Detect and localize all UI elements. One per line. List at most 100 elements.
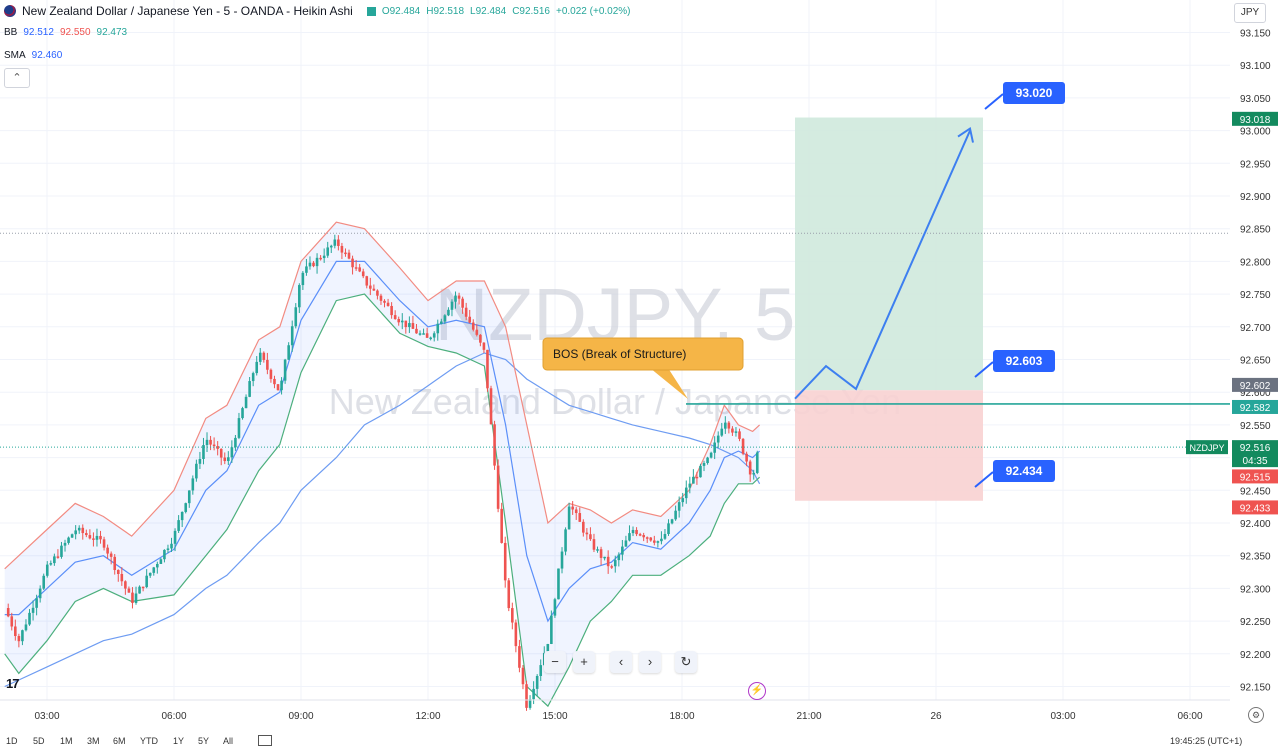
candle-body (230, 447, 234, 458)
range-all[interactable]: All (223, 736, 234, 746)
market-status-icon (366, 6, 376, 16)
range-3m[interactable]: 3M (87, 736, 100, 746)
range-1m[interactable]: 1M (60, 736, 73, 746)
range-5d[interactable]: 5D (33, 736, 45, 746)
bos-callout-box (542, 337, 744, 371)
range-ytd[interactable]: YTD (140, 736, 158, 746)
candle-body (138, 586, 141, 594)
price-tick-label: 92.950 (1240, 159, 1271, 170)
tp-tag-label: 93.018 (1240, 115, 1271, 126)
bb-label[interactable]: BB (4, 27, 18, 38)
zoom-in-button[interactable]: + (573, 651, 595, 673)
candle-body (141, 586, 145, 589)
candle-body (166, 548, 170, 550)
candle-body (131, 592, 134, 603)
currency-button[interactable]: JPY (1234, 3, 1266, 23)
candle-body (124, 581, 127, 589)
candle-body (752, 472, 756, 475)
zoom-out-button[interactable]: − (544, 651, 566, 673)
candle-body (482, 342, 486, 350)
price-tick-label: 92.800 (1240, 257, 1271, 268)
range-1d[interactable]: 1D (6, 736, 18, 746)
candle-body (464, 307, 468, 317)
candle-body (163, 549, 166, 560)
candle-body (202, 445, 205, 459)
range-1y[interactable]: 1Y (173, 736, 185, 746)
ohlc-low: L92.484 (470, 5, 507, 17)
candle-body (85, 533, 88, 536)
sma-label[interactable]: SMA (4, 50, 26, 61)
scroll-right-button[interactable]: › (639, 651, 661, 673)
scroll-left-button[interactable]: ‹ (610, 651, 632, 673)
candle-body (596, 549, 599, 551)
candle-body (613, 560, 617, 567)
candle-body (741, 438, 745, 454)
range-5y[interactable]: 5Y (198, 736, 210, 746)
candle-body (521, 667, 525, 685)
candle-body (227, 457, 230, 462)
candle-body (322, 255, 326, 259)
collapse-legend-button[interactable]: ⌃ (4, 68, 30, 88)
price-tick-label: 92.600 (1240, 388, 1271, 399)
candle-body (298, 285, 301, 308)
candle-body (290, 326, 294, 346)
bos-callout-label: BOS (Break of Structure) (553, 347, 686, 361)
price-tick-label: 93.100 (1240, 61, 1271, 72)
candle-body (312, 262, 315, 267)
candle-body (56, 556, 60, 558)
bb-upper-line (4, 221, 761, 570)
candle-body (269, 369, 273, 379)
candle-body (212, 444, 216, 447)
time-tick-label: 09:00 (288, 711, 313, 722)
candle-body (684, 487, 688, 499)
clock-readout[interactable]: 19:45:25 (UTC+1) (1170, 736, 1243, 746)
tradingview-logo[interactable]: 17 (6, 676, 20, 691)
stop-callout-box (993, 460, 1055, 482)
candle-body (408, 323, 411, 328)
reset-chart-button[interactable]: ↻ (675, 651, 697, 673)
candle-body (216, 446, 219, 449)
bb-lower-line (4, 293, 761, 708)
candle-body (177, 520, 180, 531)
candle-body (539, 665, 543, 676)
time-tick-label: 12:00 (415, 711, 440, 722)
time-tick-label: 03:00 (1050, 711, 1075, 722)
sl-tag-bg (1232, 500, 1278, 515)
arrow-head (957, 126, 974, 143)
ohlc-change: +0.022 (+0.02%) (556, 5, 631, 17)
loss-zone (795, 390, 983, 501)
calendar-icon[interactable] (258, 735, 272, 746)
entry-a-tag-bg (1232, 377, 1278, 392)
range-6m[interactable]: 6M (113, 736, 126, 746)
candle-body (31, 607, 35, 613)
target-callout-group: 93.020 (984, 82, 1065, 110)
candle-body (592, 539, 596, 550)
candle-body (500, 508, 503, 543)
candle-body (49, 563, 53, 565)
chart-title[interactable]: New Zealand Dollar / Japanese Yen - 5 - … (22, 4, 353, 18)
candle-body (461, 298, 464, 308)
candle-body (329, 245, 333, 248)
candle-body (436, 323, 440, 334)
candle-body (386, 302, 390, 306)
candle-body (443, 315, 447, 322)
candle-body (745, 453, 748, 462)
entry-b-tag-label: 92.582 (1240, 403, 1271, 414)
candle-body (418, 333, 422, 335)
candle-body (205, 439, 209, 446)
price-tick-label: 92.300 (1240, 584, 1271, 595)
bb-basis-value: 92.512 (23, 27, 54, 38)
sma-line (4, 352, 761, 688)
price-tick-label: 92.250 (1240, 617, 1271, 628)
target-callout-leader (984, 93, 1004, 110)
lightning-icon[interactable]: ⚡ (748, 682, 766, 700)
bottom-toolbar: 1D 5D 1M 3M 6M YTD 1Y 5Y All 19:45:25 (U… (0, 734, 1280, 746)
candle-body (24, 624, 28, 631)
callouts: 93.020 92.603 92.434 BOS (Break of Structur… (542, 82, 1065, 488)
candle-body (258, 352, 262, 362)
candle-body (571, 506, 574, 510)
settings-icon[interactable]: ⚙ (1248, 707, 1264, 723)
candle-body (621, 546, 624, 555)
candle-body (116, 569, 120, 574)
